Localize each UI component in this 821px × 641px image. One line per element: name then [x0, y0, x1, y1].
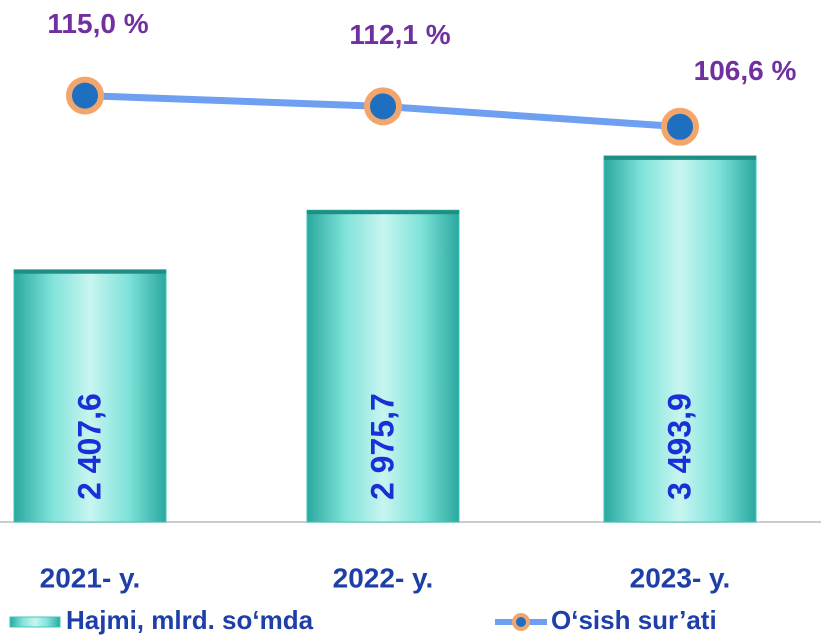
bar-value-label: 2 975,7	[364, 393, 400, 500]
legend-swatch	[9, 616, 61, 628]
bar-value-label: 3 493,9	[661, 393, 697, 500]
line-marker	[66, 76, 104, 115]
x-tick-label: 2021- y.	[40, 562, 141, 593]
line-marker	[661, 107, 699, 146]
bar	[13, 269, 167, 523]
line-marker	[364, 87, 402, 126]
line-value-label: 112,1 %	[349, 19, 450, 50]
bar-cap	[14, 269, 166, 274]
bar	[306, 209, 460, 523]
bar-value-label: 2 407,6	[71, 393, 107, 500]
bar-cap	[307, 210, 459, 215]
x-tick-label: 2022- y.	[333, 562, 434, 593]
x-tick-label: 2023- y.	[630, 562, 731, 593]
line-value-label: 106,6 %	[694, 55, 797, 86]
line-value-label: 115,0 %	[47, 8, 148, 39]
bar	[603, 155, 757, 523]
legend-label: O‘sish sur’ati	[551, 605, 717, 635]
legend-label: Hajmi, mlrd. so‘mda	[66, 605, 314, 635]
bar-cap	[604, 155, 756, 160]
legend-marker	[512, 613, 530, 631]
